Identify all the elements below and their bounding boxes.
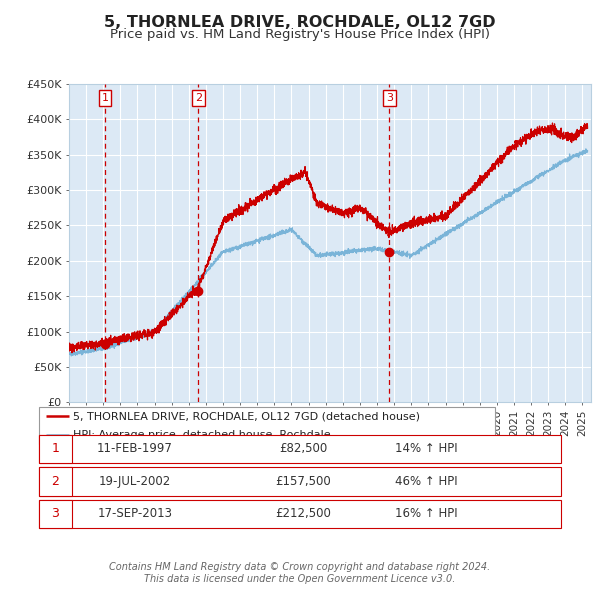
Text: 1: 1 — [101, 93, 109, 103]
Text: 5, THORNLEA DRIVE, ROCHDALE, OL12 7GD (detached house): 5, THORNLEA DRIVE, ROCHDALE, OL12 7GD (d… — [73, 411, 420, 421]
Text: Contains HM Land Registry data © Crown copyright and database right 2024.
This d: Contains HM Land Registry data © Crown c… — [109, 562, 491, 584]
Text: 2: 2 — [52, 475, 59, 488]
Text: 5, THORNLEA DRIVE, ROCHDALE, OL12 7GD: 5, THORNLEA DRIVE, ROCHDALE, OL12 7GD — [104, 15, 496, 30]
Text: £157,500: £157,500 — [275, 475, 331, 488]
Text: 2: 2 — [194, 93, 202, 103]
Text: £212,500: £212,500 — [275, 507, 331, 520]
Text: 16% ↑ HPI: 16% ↑ HPI — [395, 507, 457, 520]
Text: 11-FEB-1997: 11-FEB-1997 — [97, 442, 173, 455]
Text: 46% ↑ HPI: 46% ↑ HPI — [395, 475, 457, 488]
Text: 19-JUL-2002: 19-JUL-2002 — [99, 475, 171, 488]
Text: 14% ↑ HPI: 14% ↑ HPI — [395, 442, 457, 455]
Text: 1: 1 — [52, 442, 59, 455]
Text: Price paid vs. HM Land Registry's House Price Index (HPI): Price paid vs. HM Land Registry's House … — [110, 28, 490, 41]
Text: HPI: Average price, detached house, Rochdale: HPI: Average price, detached house, Roch… — [73, 430, 331, 440]
Text: £82,500: £82,500 — [279, 442, 327, 455]
Text: 3: 3 — [386, 93, 393, 103]
Text: 17-SEP-2013: 17-SEP-2013 — [97, 507, 173, 520]
Text: 3: 3 — [52, 507, 59, 520]
